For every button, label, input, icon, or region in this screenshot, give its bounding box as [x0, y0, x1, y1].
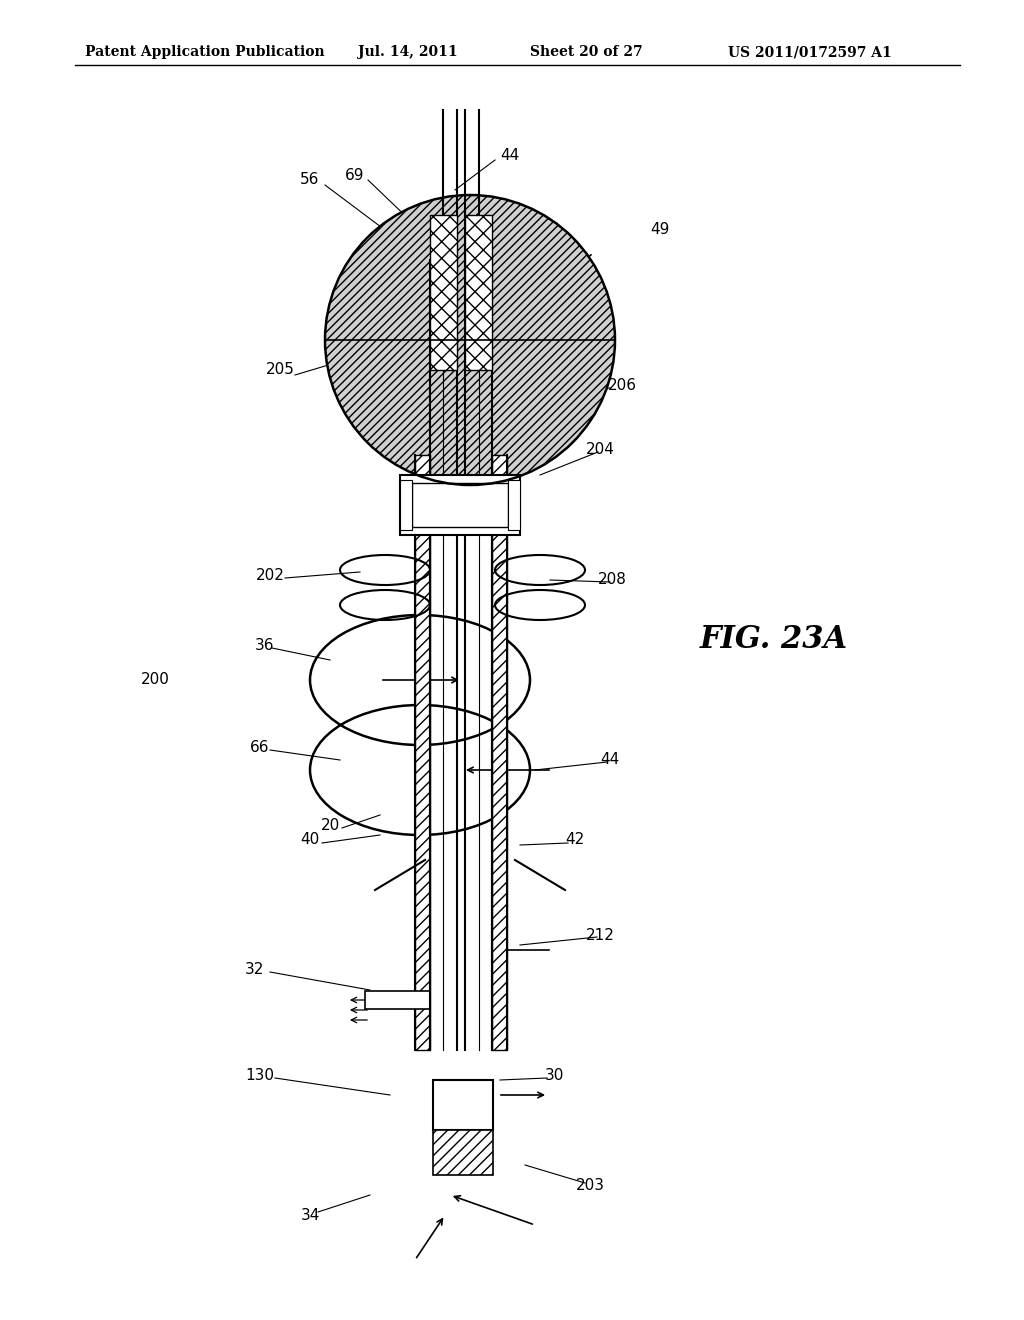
Text: 40: 40: [300, 833, 319, 847]
Bar: [319, 190, 767, 490]
Text: Patent Application Publication: Patent Application Publication: [85, 45, 325, 59]
Text: 203: 203: [575, 1177, 604, 1192]
Text: 42: 42: [565, 833, 585, 847]
Bar: [412, 483, 508, 527]
Bar: [430, 215, 457, 370]
Text: 32: 32: [246, 962, 264, 978]
Text: 204: 204: [586, 442, 614, 458]
Text: 69: 69: [345, 168, 365, 182]
Text: 44: 44: [600, 752, 620, 767]
Bar: [400, 480, 412, 531]
Bar: [492, 455, 507, 1049]
Bar: [365, 991, 430, 1008]
Bar: [400, 475, 520, 535]
Bar: [465, 215, 492, 370]
Text: 44: 44: [501, 148, 519, 162]
Text: 66: 66: [250, 741, 269, 755]
Text: 56: 56: [300, 173, 319, 187]
Text: 130: 130: [246, 1068, 274, 1082]
Text: 202: 202: [256, 568, 285, 582]
Text: 49: 49: [650, 223, 670, 238]
Bar: [490, 190, 645, 490]
Text: 30: 30: [546, 1068, 564, 1082]
Text: 208: 208: [598, 573, 627, 587]
Text: 34: 34: [300, 1208, 319, 1222]
Bar: [433, 1130, 493, 1175]
Text: 20: 20: [321, 817, 340, 833]
Text: Jul. 14, 2011: Jul. 14, 2011: [358, 45, 458, 59]
Text: 36: 36: [255, 638, 274, 652]
Text: 206: 206: [607, 378, 637, 392]
Text: FIG. 23A: FIG. 23A: [700, 624, 848, 656]
Bar: [433, 1080, 493, 1130]
Text: 200: 200: [140, 672, 169, 688]
Text: 205: 205: [265, 363, 295, 378]
Bar: [415, 455, 430, 1049]
Bar: [508, 480, 520, 531]
Text: Sheet 20 of 27: Sheet 20 of 27: [530, 45, 643, 59]
Text: 212: 212: [586, 928, 614, 942]
Text: US 2011/0172597 A1: US 2011/0172597 A1: [728, 45, 892, 59]
